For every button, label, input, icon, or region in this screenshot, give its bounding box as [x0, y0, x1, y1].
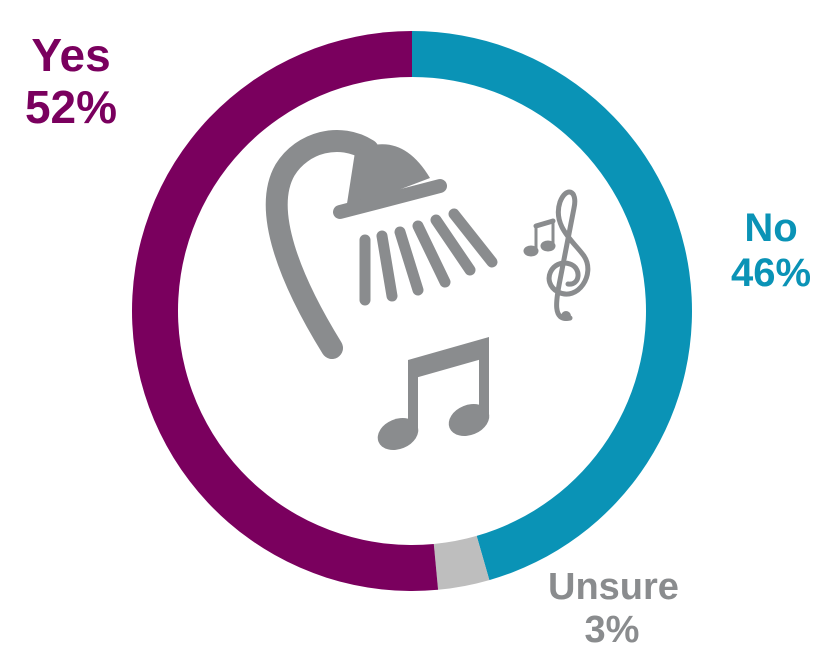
- music-notes-icon: [377, 337, 490, 450]
- slice-label-no-value: 46%: [730, 250, 812, 295]
- donut-slice-unsure: [433, 535, 490, 590]
- slice-label-yes: Yes 52%: [6, 29, 136, 133]
- shower-head-icon: [265, 129, 498, 359]
- donut-slice-no: [412, 31, 692, 581]
- slice-label-no: No 46%: [718, 206, 824, 296]
- slice-label-no-name: No: [744, 206, 798, 250]
- slice-label-yes-value: 52%: [24, 80, 118, 133]
- treble-clef-icon: [523, 189, 591, 321]
- donut-slices: [131, 31, 692, 592]
- center-icons: [265, 129, 591, 450]
- slice-label-yes-name: Yes: [31, 29, 111, 81]
- slice-label-unsure: Unsure 3%: [548, 566, 679, 651]
- donut-slice-yes: [131, 31, 439, 592]
- slice-label-unsure-name: Unsure: [548, 566, 679, 608]
- slice-label-unsure-value: 3%: [584, 608, 640, 651]
